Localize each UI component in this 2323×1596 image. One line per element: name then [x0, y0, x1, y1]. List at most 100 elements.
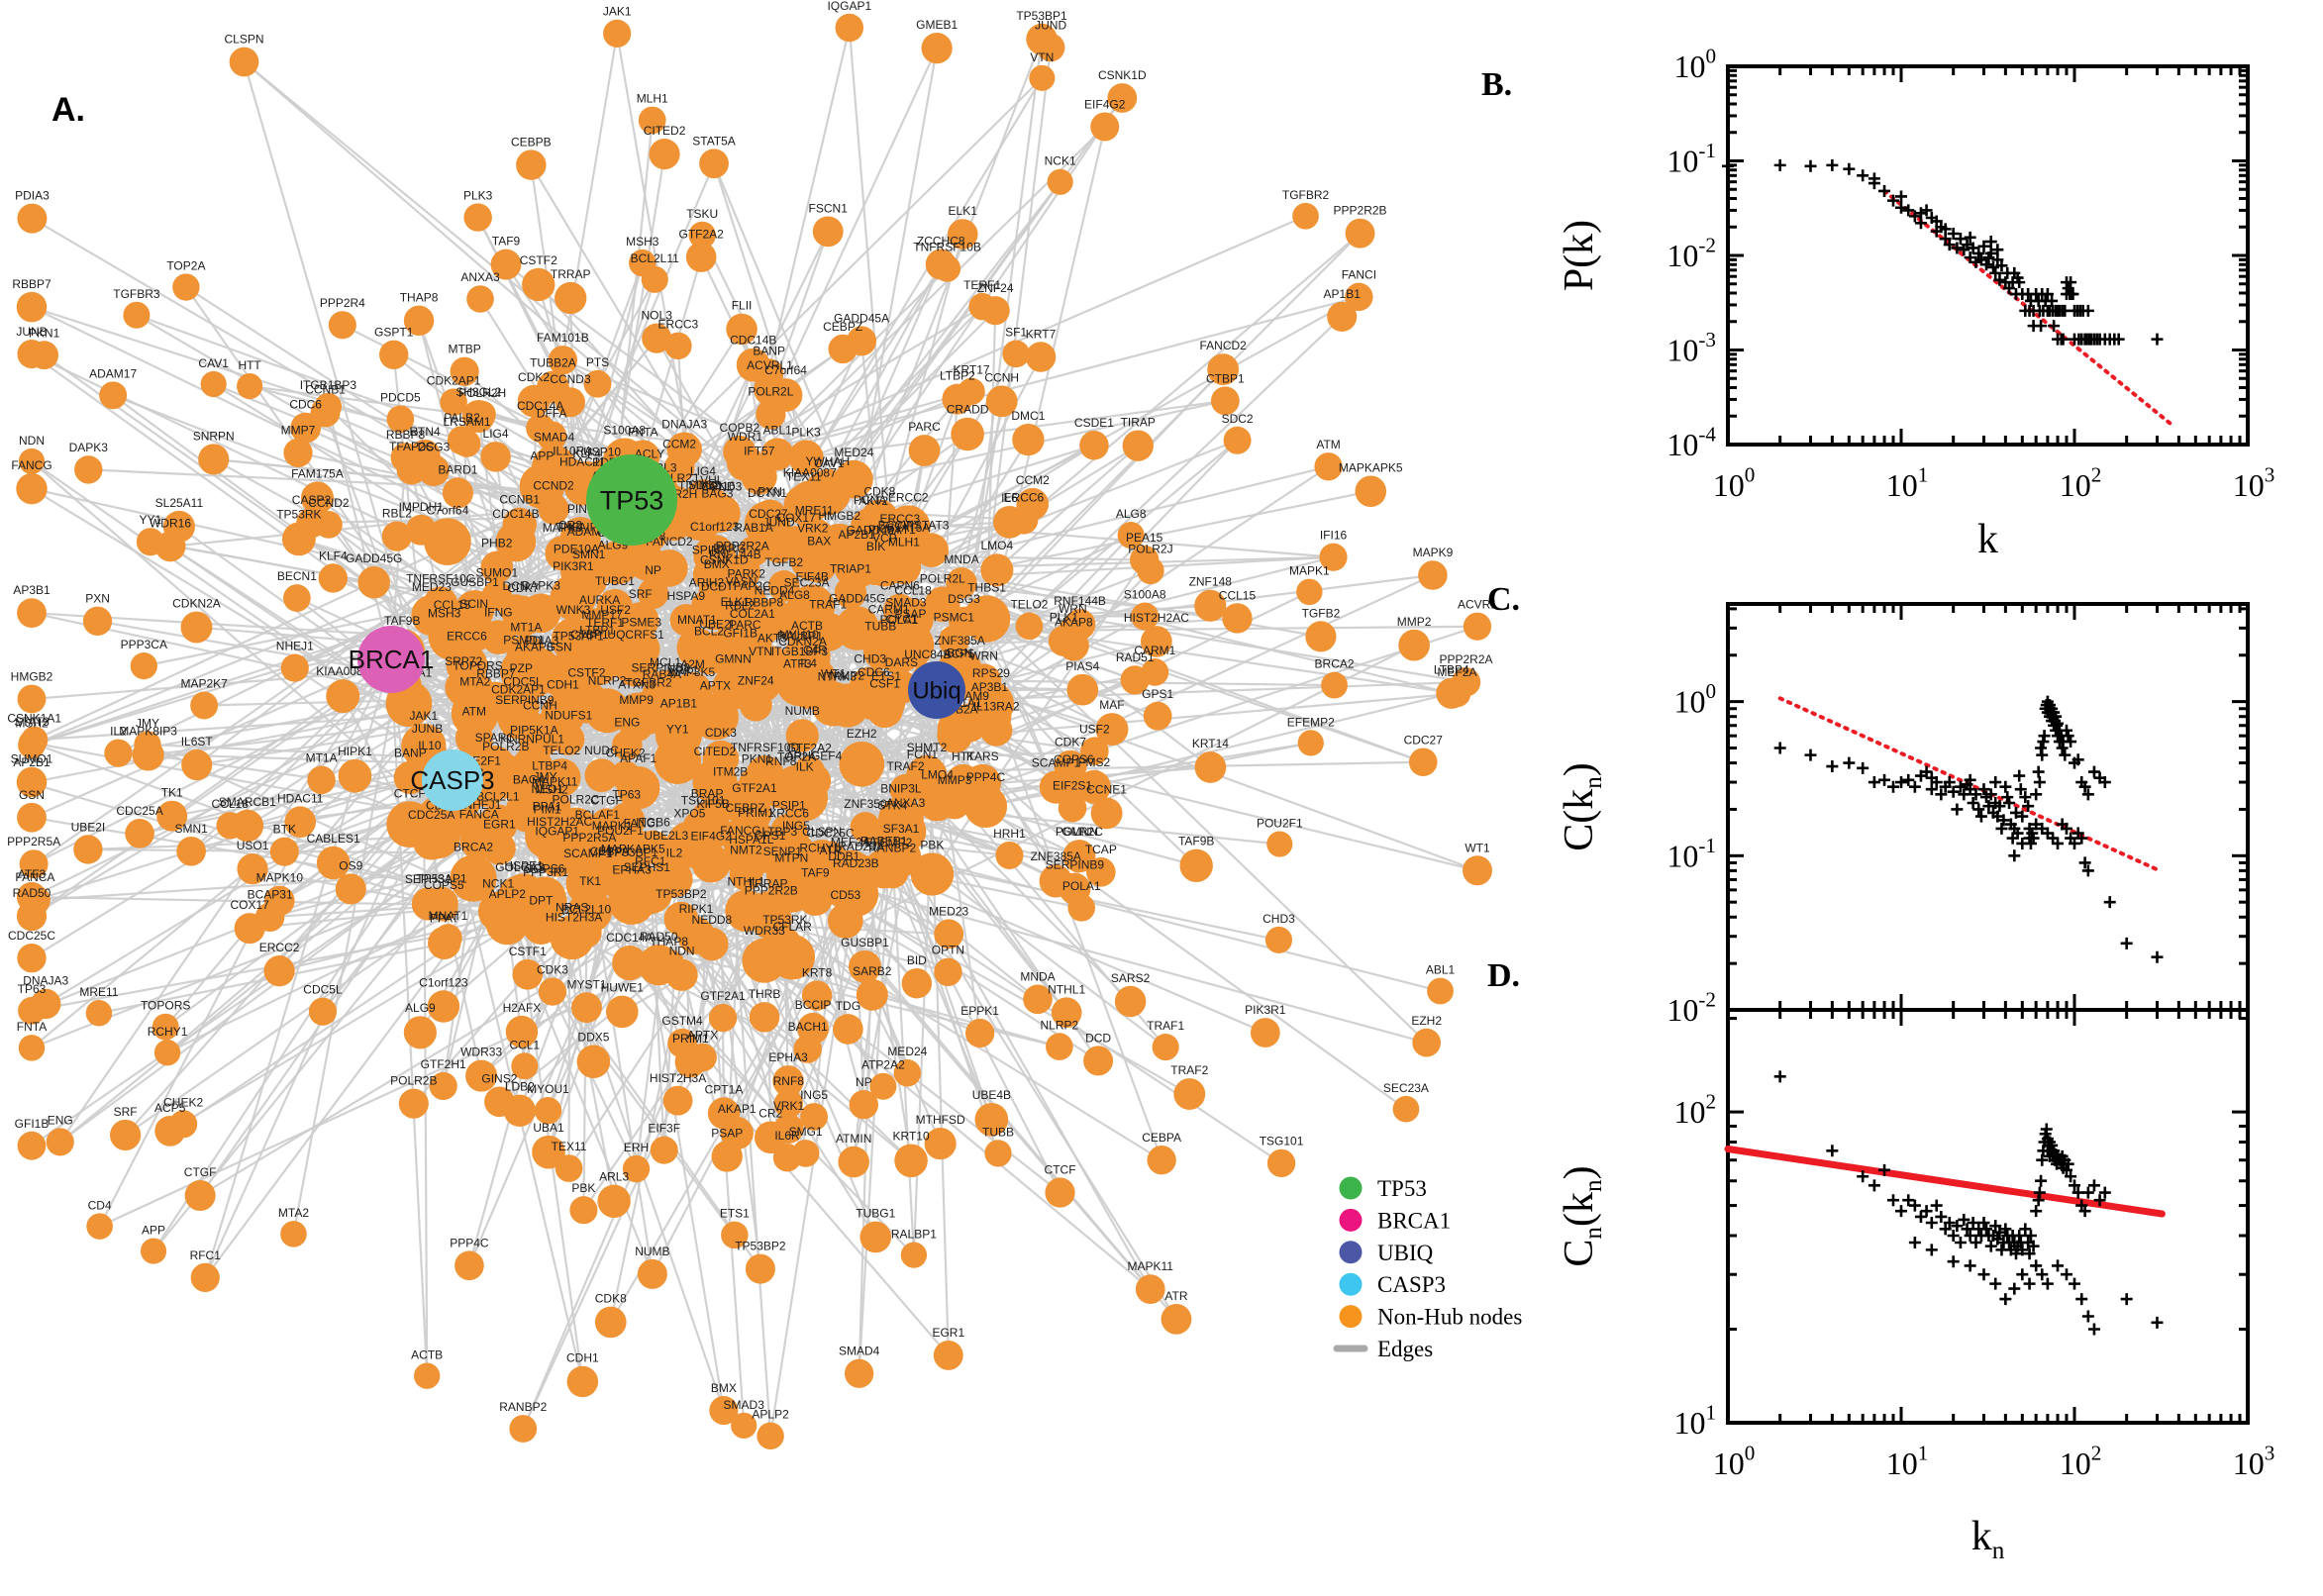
network-node [338, 758, 372, 793]
network-node-label: GTF2A1 [732, 781, 777, 795]
network-node-label: TIRAP [1121, 415, 1156, 429]
network-node-label: MRE11 [795, 504, 834, 518]
network-node [1046, 1033, 1073, 1060]
network-node [566, 1365, 599, 1398]
network-node-label: KLF4 [319, 549, 348, 562]
network-node-label: VTN [749, 645, 772, 658]
hub-label-BRCA1: BRCA1 [349, 645, 435, 674]
network-node-label: MMP2 [830, 669, 864, 683]
network-node-label: RBBP7 [476, 667, 516, 681]
network-node [229, 47, 259, 77]
network-node-label: ARL3 [599, 1170, 629, 1184]
legend-label: UBIQ [1377, 1241, 1434, 1265]
network-node [822, 863, 866, 908]
network-node-label: TRAF1 [1147, 1019, 1184, 1033]
network-node-label: POLR2B [482, 740, 529, 753]
network-edge [31, 816, 786, 946]
tick-label: 10-1 [1666, 139, 1716, 178]
legend-swatch-icon [1339, 1176, 1363, 1200]
network-node-label: TGFB2 [764, 555, 803, 569]
tick-label: 103 [2233, 463, 2275, 503]
network-node-label: DDX5 [577, 1030, 609, 1044]
data-point-marker [2151, 950, 2164, 963]
network-node [749, 1002, 780, 1033]
data-point-marker [1773, 1070, 1786, 1083]
data-point-marker [1843, 162, 1856, 175]
network-node-label: PPP4C [450, 1236, 489, 1249]
network-node-label: PIAS4 [1065, 659, 1099, 673]
network-node-label: PDE10A [554, 543, 599, 556]
network-node-label: EFEMP2 [864, 836, 912, 849]
network-node-label: ERH [624, 1141, 649, 1154]
network-node-label: PPA1 [533, 799, 562, 813]
network-node [1321, 671, 1348, 699]
network-node [551, 617, 596, 662]
network-node-label: WT1 [821, 667, 847, 681]
network-node [1194, 751, 1227, 783]
network-node-label: BRAP [691, 787, 724, 801]
network-node [307, 765, 336, 795]
network-node [442, 477, 473, 509]
network-node-label: AP3B1 [971, 680, 1009, 694]
network-node [104, 739, 133, 767]
network-node [691, 639, 727, 675]
network-node-label: BCLAF1 [575, 808, 621, 822]
network-node-label: GSN [19, 788, 45, 802]
network-node [454, 719, 493, 757]
network-node-label: AURKA [579, 593, 620, 607]
network-node-label: DARS [885, 655, 918, 669]
network-node-label: ERCC6 [1004, 491, 1045, 505]
network-node [326, 679, 360, 714]
network-node [17, 944, 47, 973]
network-node-label: C4R [803, 643, 827, 656]
network-node-label: RBBP7 [12, 277, 51, 291]
network-node-label: FNTA [628, 425, 657, 439]
network-node-label: KIAA0087 [783, 465, 837, 479]
network-edge [848, 27, 893, 555]
network-node-label: OS9 [339, 858, 362, 872]
data-point-marker [2033, 776, 2046, 789]
network-node [910, 852, 955, 896]
network-node [665, 821, 713, 868]
network-node-label: MTA2 [278, 1206, 309, 1220]
network-node-label: BRCA2 [454, 841, 493, 854]
network-node-label: COPB2 [720, 421, 760, 435]
network-node-label: KRT10 [893, 1129, 930, 1143]
network-node-label: GSN [547, 641, 572, 654]
network-node [1408, 748, 1438, 777]
network-node-label: BCL2 [694, 624, 724, 638]
network-node-label: STAT5A [692, 134, 736, 148]
network-node [1161, 1304, 1192, 1335]
network-node-label: SEC23A [1383, 1081, 1429, 1095]
network-node-label: EZH2 [847, 727, 877, 741]
network-node-label: PXN [85, 592, 110, 606]
network-node [885, 627, 919, 660]
network-node-label: TOPORS [141, 999, 190, 1013]
network-node-label: WDR33 [744, 924, 785, 938]
network-node-label: CCL15 [434, 598, 471, 612]
network-node-label: CCNH [984, 370, 1019, 384]
network-node-label: TP63 [612, 788, 641, 802]
network-node-label: TUBG1 [856, 1207, 895, 1221]
data-point-marker [1857, 169, 1869, 182]
network-edge [936, 439, 1239, 691]
network-node-label: PIK3R1 [553, 559, 594, 573]
network-node-label: IL6R [774, 1129, 800, 1143]
network-node [427, 990, 460, 1023]
network-node [318, 563, 349, 593]
network-node-label: IFNG [484, 605, 513, 619]
chart-B-points [1722, 158, 2164, 346]
network-node-label: DCD [701, 579, 727, 593]
data-point-marker [1804, 159, 1817, 172]
network-node [283, 438, 313, 468]
network-node-label: TEX11 [552, 1140, 587, 1153]
network-node-label: TERF1 [586, 616, 624, 630]
network-node-label: POLR2C [553, 793, 600, 807]
network-node-label: SEPHS1 [624, 860, 671, 874]
network-edge [31, 217, 619, 564]
network-node [942, 383, 973, 415]
tick-label: 100 [1673, 45, 1716, 84]
network-node [85, 1000, 113, 1027]
network-node [701, 501, 734, 534]
network-node-label: CEBPA [590, 845, 630, 858]
